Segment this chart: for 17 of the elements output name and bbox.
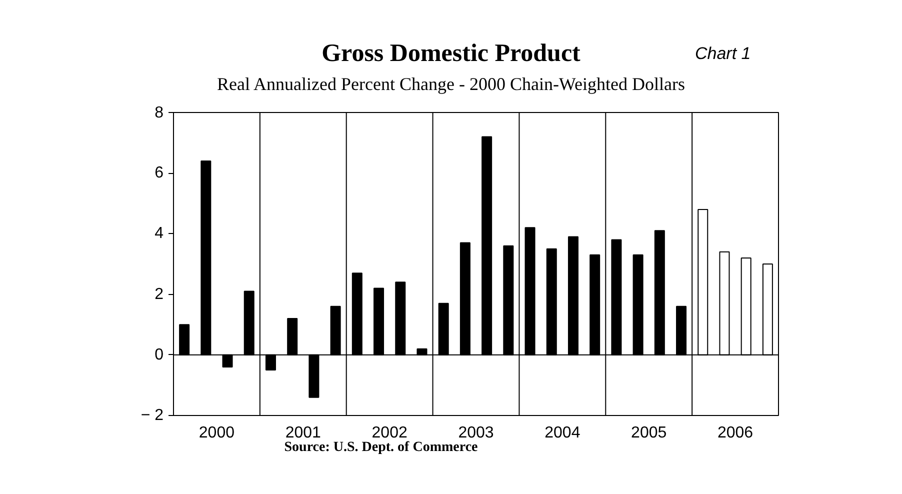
chart-title: Gross Domestic Product <box>322 40 580 67</box>
x-tick-label: 2001 <box>285 424 322 442</box>
caption: Chart 1 <box>695 43 751 65</box>
y-tick-label: 4 <box>154 225 164 242</box>
y-tick-label: 8 <box>154 104 164 122</box>
x-tick-label: 2003 <box>458 424 494 442</box>
x-tick-label: 2000 <box>198 424 235 442</box>
source-note: Source: U.S. Dept. of Commerce <box>284 440 478 455</box>
x-tick-label: 2006 <box>717 424 754 442</box>
x-tick-label: 2005 <box>631 424 667 442</box>
x-tick-label: 2004 <box>544 424 580 442</box>
y-tick-label: 6 <box>154 164 164 182</box>
x-tick-label: 2002 <box>372 424 408 442</box>
y-tick-label: 2 <box>154 286 164 303</box>
chart-subtitle: Real Annualized Percent Change - 2000 Chain-Weighted Dollars <box>216 73 686 96</box>
y-tick-label: 0 <box>154 346 164 364</box>
y-tick-label: − 2 <box>140 407 164 424</box>
